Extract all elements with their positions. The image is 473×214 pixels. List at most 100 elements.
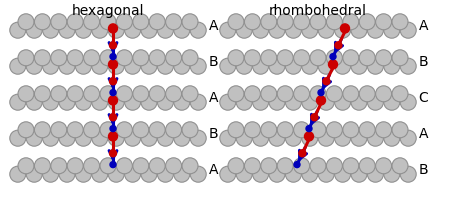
Circle shape (190, 58, 206, 74)
Circle shape (400, 166, 416, 182)
Circle shape (10, 166, 26, 182)
Circle shape (269, 166, 285, 182)
Circle shape (158, 166, 174, 182)
Circle shape (174, 58, 190, 74)
Circle shape (220, 130, 236, 146)
Circle shape (133, 14, 149, 30)
Circle shape (310, 86, 326, 102)
Circle shape (124, 94, 140, 110)
Circle shape (220, 166, 236, 182)
Circle shape (149, 14, 165, 30)
Circle shape (359, 50, 375, 66)
Text: B: B (209, 127, 218, 141)
Text: B: B (419, 55, 428, 69)
Circle shape (108, 22, 124, 38)
Circle shape (10, 22, 26, 38)
Circle shape (92, 130, 108, 146)
Circle shape (182, 158, 198, 174)
Circle shape (294, 122, 310, 138)
Circle shape (10, 58, 26, 74)
Circle shape (92, 22, 108, 38)
Circle shape (253, 58, 269, 74)
Circle shape (368, 22, 384, 38)
Circle shape (35, 158, 51, 174)
Circle shape (26, 166, 42, 182)
Circle shape (26, 22, 42, 38)
Circle shape (84, 50, 100, 66)
Circle shape (110, 150, 116, 157)
Circle shape (174, 130, 190, 146)
Text: A: A (419, 19, 428, 33)
Circle shape (400, 22, 416, 38)
Circle shape (182, 50, 198, 66)
Circle shape (100, 14, 116, 30)
Circle shape (133, 50, 149, 66)
Circle shape (368, 130, 384, 146)
Circle shape (329, 60, 338, 69)
Circle shape (400, 94, 416, 110)
Circle shape (376, 50, 392, 66)
Circle shape (334, 22, 350, 38)
Circle shape (334, 58, 350, 74)
Circle shape (67, 122, 83, 138)
Circle shape (18, 86, 34, 102)
Circle shape (359, 122, 375, 138)
Circle shape (35, 122, 51, 138)
Circle shape (245, 50, 261, 66)
Circle shape (285, 166, 301, 182)
Circle shape (359, 14, 375, 30)
Circle shape (316, 96, 325, 105)
Circle shape (59, 58, 75, 74)
Circle shape (294, 14, 310, 30)
Circle shape (376, 122, 392, 138)
Circle shape (18, 50, 34, 66)
Circle shape (326, 158, 342, 174)
Circle shape (392, 86, 408, 102)
Circle shape (253, 22, 269, 38)
Circle shape (245, 122, 261, 138)
Circle shape (351, 58, 367, 74)
Circle shape (318, 94, 334, 110)
Circle shape (318, 166, 334, 182)
Circle shape (326, 122, 342, 138)
Circle shape (26, 94, 42, 110)
Circle shape (261, 50, 277, 66)
Circle shape (220, 94, 236, 110)
Circle shape (318, 58, 334, 74)
Circle shape (261, 122, 277, 138)
Circle shape (110, 114, 116, 121)
Circle shape (174, 22, 190, 38)
Circle shape (59, 130, 75, 146)
Circle shape (302, 58, 318, 74)
Circle shape (10, 130, 26, 146)
Circle shape (318, 90, 324, 96)
Text: hexagonal: hexagonal (72, 4, 144, 18)
Circle shape (253, 166, 269, 182)
Circle shape (43, 22, 59, 38)
Circle shape (51, 86, 67, 102)
Circle shape (261, 86, 277, 102)
Circle shape (384, 22, 400, 38)
Circle shape (334, 166, 350, 182)
Circle shape (310, 158, 326, 174)
Circle shape (376, 14, 392, 30)
Circle shape (35, 50, 51, 66)
Circle shape (285, 22, 301, 38)
Circle shape (84, 14, 100, 30)
Circle shape (51, 50, 67, 66)
Circle shape (190, 22, 206, 38)
Circle shape (261, 158, 277, 174)
Circle shape (236, 22, 252, 38)
Circle shape (51, 158, 67, 174)
Circle shape (368, 166, 384, 182)
Circle shape (108, 132, 117, 141)
Text: A: A (209, 91, 218, 105)
Circle shape (245, 14, 261, 30)
Circle shape (149, 50, 165, 66)
Circle shape (158, 58, 174, 74)
Circle shape (108, 60, 117, 69)
Circle shape (236, 130, 252, 146)
Circle shape (384, 58, 400, 74)
Circle shape (133, 86, 149, 102)
Circle shape (84, 86, 100, 102)
